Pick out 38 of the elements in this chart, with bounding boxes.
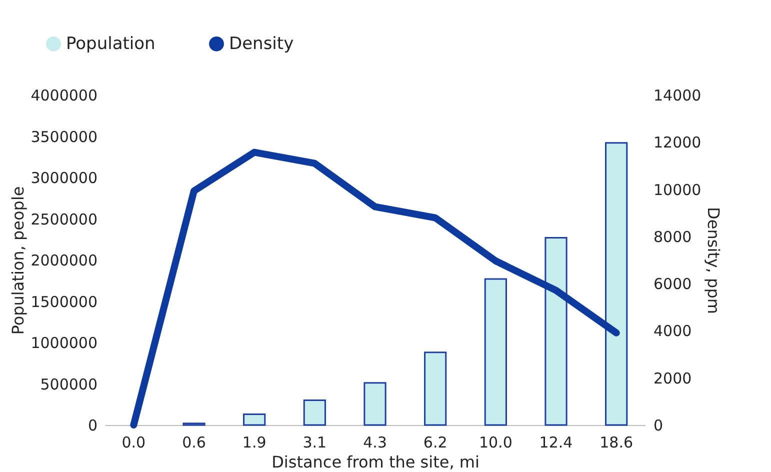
y-tick-label: 3500000 xyxy=(30,128,98,146)
x-tick-label: 1.9 xyxy=(242,434,266,452)
y2-axis-title: Density, ppm xyxy=(704,207,724,314)
y2-tick-label: 2000 xyxy=(654,369,692,388)
y2-tick-label: 8000 xyxy=(654,228,692,246)
bar xyxy=(605,142,628,426)
x-axis-title: Distance from the site, mi xyxy=(272,452,480,472)
legend-label: Population xyxy=(66,34,156,54)
y2-tick-label: 10000 xyxy=(654,180,702,199)
y-tick-label: 0 xyxy=(88,416,98,434)
bar xyxy=(544,236,568,426)
x-tick-label: 6.2 xyxy=(423,434,448,452)
bar xyxy=(364,382,386,426)
x-tick-label: 12.4 xyxy=(539,434,573,452)
bar xyxy=(484,278,507,426)
y-tick-label: 2500000 xyxy=(30,210,98,228)
bar xyxy=(303,400,326,426)
y2-tick-label: 4000 xyxy=(654,322,692,340)
y-tick-label: 3000000 xyxy=(30,169,98,187)
y2-tick-label: 14000 xyxy=(654,86,702,104)
y-tick-label: 1500000 xyxy=(30,292,98,311)
x-tick-label: 18.6 xyxy=(600,434,634,452)
x-tick-label: 0.0 xyxy=(122,434,146,452)
y-tick-label: 4000000 xyxy=(30,86,98,104)
x-tick-label: 3.1 xyxy=(302,434,327,452)
y-tick-label: 2000000 xyxy=(30,252,98,270)
y2-tick-label: 0 xyxy=(654,416,664,434)
bar xyxy=(424,352,447,426)
legend-label: Density xyxy=(229,34,294,54)
y-tick-label: 1000000 xyxy=(30,334,98,352)
bar xyxy=(243,414,266,426)
x-tick-label: 0.6 xyxy=(182,434,206,452)
y2-tick-label: 12000 xyxy=(654,134,702,152)
x-tick-label: 10.0 xyxy=(478,434,512,452)
y-tick-label: 500000 xyxy=(40,375,98,394)
x-tick-label: 4.3 xyxy=(363,434,387,452)
y-axis-title: Population, people xyxy=(8,186,28,335)
y2-tick-label: 6000 xyxy=(654,275,692,294)
